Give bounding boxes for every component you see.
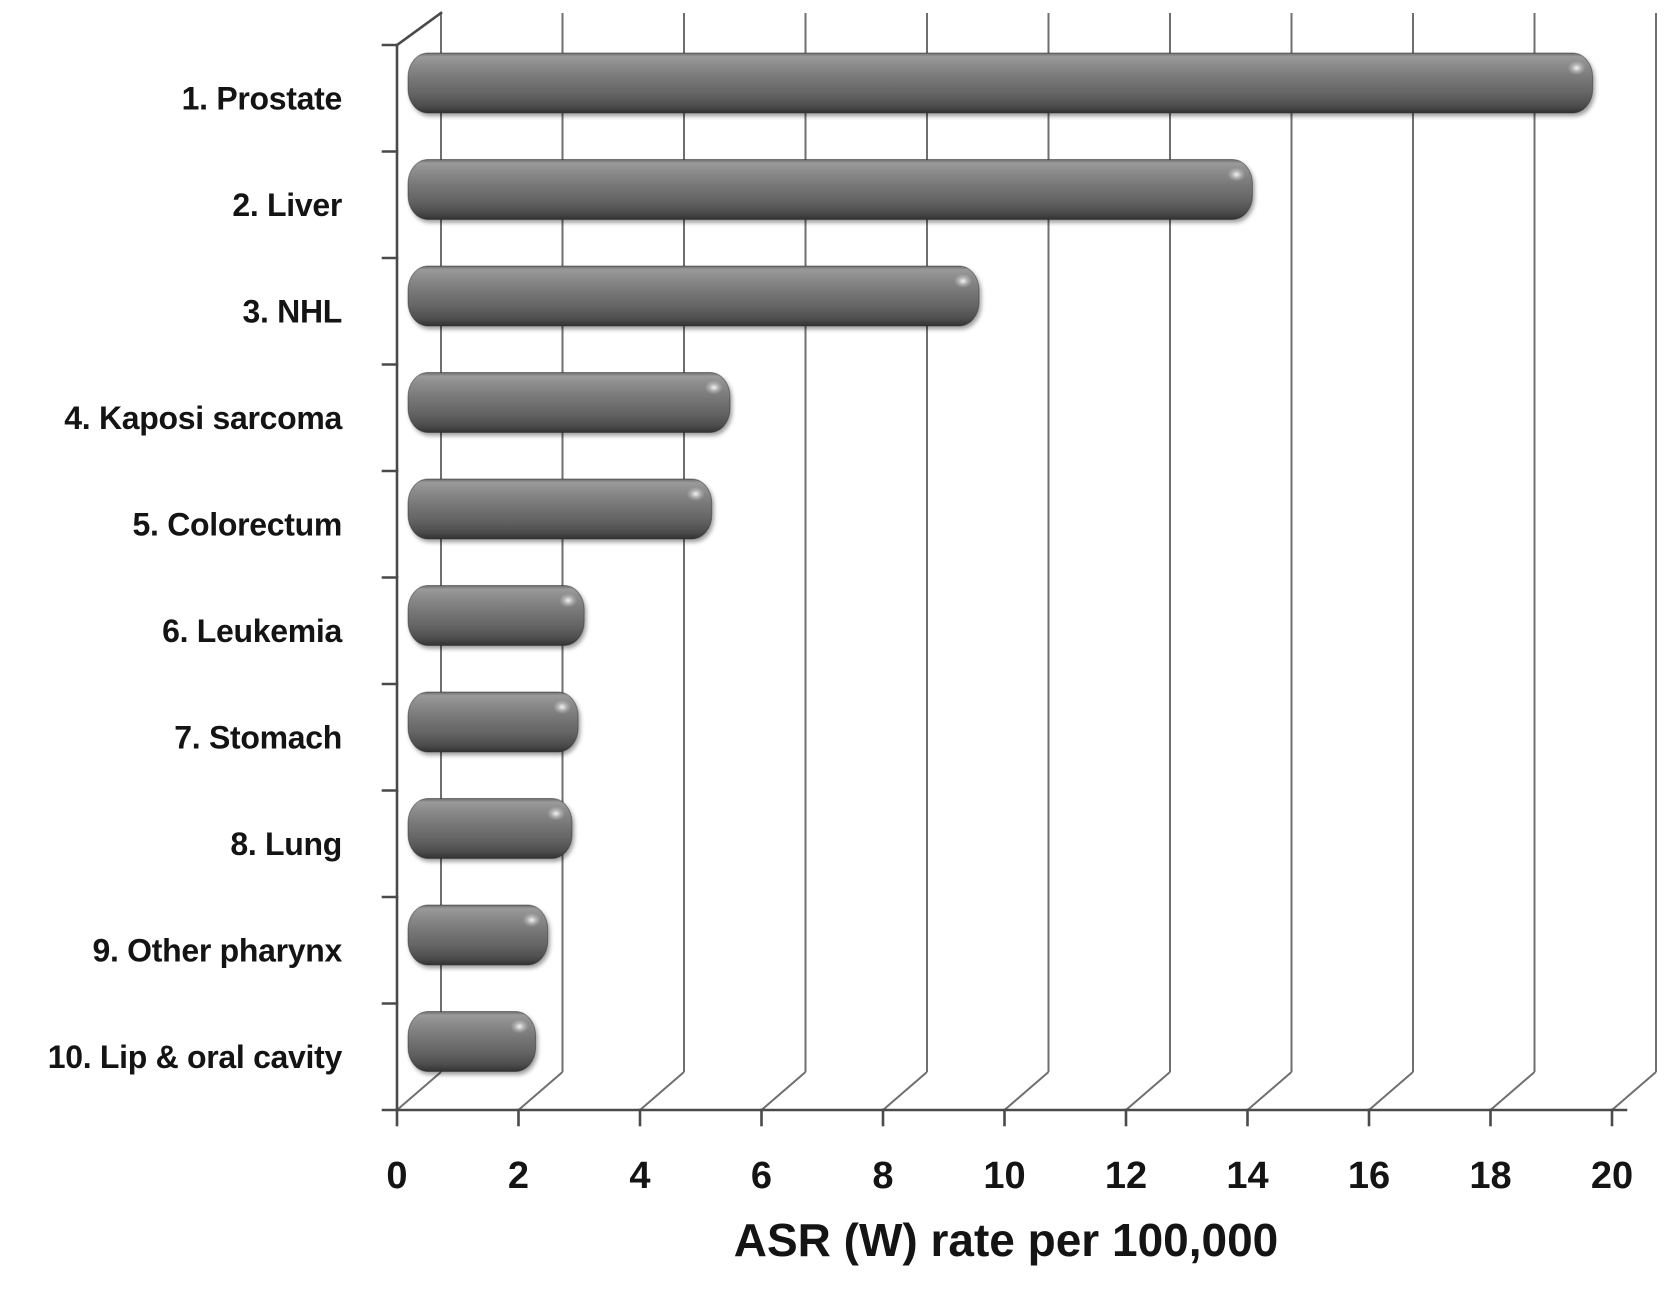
bar-specular-highlight bbox=[686, 487, 705, 501]
gridline-floor-diagonal bbox=[517, 1071, 564, 1111]
bar-1 bbox=[407, 52, 1594, 114]
axes bbox=[381, 11, 1628, 1127]
bar-specular-highlight bbox=[547, 806, 566, 821]
x-axis-title: ASR (W) rate per 100,000 bbox=[734, 1214, 1279, 1266]
bar-specular-highlight bbox=[704, 380, 723, 395]
bar-5 bbox=[407, 478, 713, 540]
bar-4 bbox=[407, 372, 731, 433]
category-label: 3. NHL bbox=[242, 294, 342, 330]
y-axis-depth-slant bbox=[395, 11, 443, 47]
category-label: 9. Other pharynx bbox=[93, 933, 343, 969]
bar-specular-highlight bbox=[1227, 167, 1246, 182]
category-label: 4. Kaposi sarcoma bbox=[64, 400, 342, 436]
labels: 1. Prostate 2. Liver 3. NHL 4. Kaposi sarco… bbox=[48, 81, 1633, 1198]
gridline-floor-diagonal bbox=[639, 1071, 685, 1111]
gridline-floor-diagonal bbox=[760, 1071, 807, 1111]
bar-specular-highlight bbox=[559, 593, 578, 608]
category-label: 7. Stomach bbox=[174, 720, 342, 756]
gridline-floor-diagonal bbox=[1611, 1071, 1657, 1111]
gridline-floor-diagonal bbox=[396, 1071, 442, 1111]
bar-9 bbox=[407, 904, 549, 966]
category-label: 1. Prostate bbox=[182, 81, 342, 117]
x-tick-label: 18 bbox=[1469, 1155, 1511, 1197]
x-tick-label: 4 bbox=[629, 1155, 650, 1197]
bar-specular-highlight bbox=[522, 913, 541, 927]
x-tick-label: 6 bbox=[751, 1155, 772, 1197]
gridline-floor-diagonal bbox=[1125, 1071, 1171, 1111]
gridline-floor-diagonal bbox=[1246, 1071, 1293, 1111]
x-tick-label: 20 bbox=[1591, 1155, 1633, 1197]
category-label: 6. Leukemia bbox=[162, 613, 342, 649]
category-label: 5. Colorectum bbox=[133, 507, 342, 543]
x-tick-label: 12 bbox=[1105, 1155, 1147, 1197]
bars-series bbox=[407, 52, 1594, 1072]
gridline-floor-diagonal bbox=[1003, 1071, 1050, 1111]
x-tick-label: 14 bbox=[1226, 1155, 1268, 1197]
bar-10 bbox=[407, 1011, 537, 1072]
gridline-floor-diagonal bbox=[1489, 1071, 1536, 1111]
bar-8 bbox=[407, 798, 573, 859]
gridline-floor-diagonal bbox=[882, 1071, 928, 1111]
x-tick-label: 10 bbox=[983, 1155, 1025, 1197]
category-label: 2. Liver bbox=[232, 187, 342, 223]
category-label: 10. Lip & oral cavity bbox=[48, 1039, 343, 1075]
x-tick-label: 2 bbox=[508, 1155, 529, 1197]
gridline-floor-diagonal bbox=[1368, 1071, 1414, 1111]
bar-3 bbox=[407, 265, 980, 327]
bar-7 bbox=[407, 691, 579, 753]
x-tick-label: 8 bbox=[872, 1155, 893, 1197]
bar-specular-highlight bbox=[553, 700, 572, 714]
bar-specular-highlight bbox=[1567, 61, 1586, 75]
x-tick-label: 0 bbox=[386, 1155, 407, 1197]
bar-specular-highlight bbox=[510, 1019, 529, 1034]
x-tick-label: 16 bbox=[1348, 1155, 1390, 1197]
bar-2 bbox=[407, 159, 1253, 220]
bar-specular-highlight bbox=[954, 274, 973, 288]
category-label: 8. Lung bbox=[230, 826, 342, 862]
bar-6 bbox=[407, 585, 585, 646]
